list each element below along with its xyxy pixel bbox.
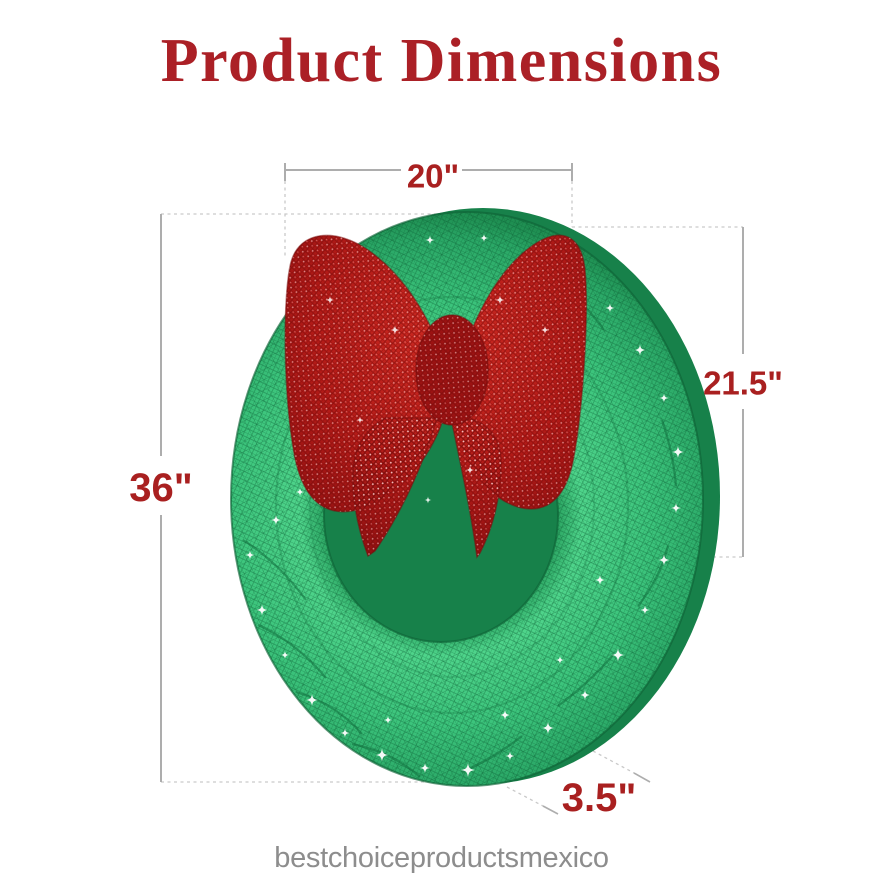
ref-depth-lower [506,786,544,807]
depth-dimension-ticks [542,772,651,815]
page-title: Product Dimensions [160,27,723,95]
dimension-lines [160,163,744,815]
depth-dimension-label: 3.5" [561,776,637,820]
bow-height-dimension-label: 21.5" [703,364,783,402]
width-dimension-label: 20" [406,157,460,195]
ref-depth-upper [592,750,635,774]
brand-watermark: bestchoiceproductsmexico [274,842,609,874]
width-dimension-line [284,163,573,181]
overall-height-dimension-label: 36" [129,466,193,510]
